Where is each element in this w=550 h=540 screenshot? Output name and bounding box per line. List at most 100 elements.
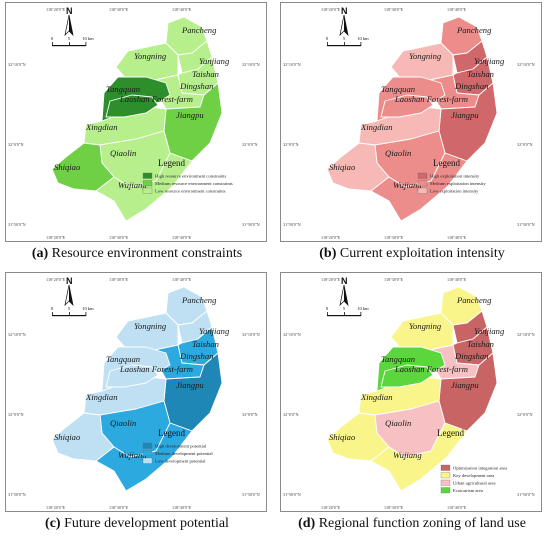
place-pancheng: Pancheng: [456, 295, 492, 305]
legend-swatch: [142, 457, 153, 464]
map-frame: 0 5 10 km N Pancheng Yongning Yanjiang T…: [5, 272, 267, 512]
svg-text:118°40'0"E: 118°40'0"E: [447, 277, 467, 282]
legend-swatch: [417, 180, 428, 187]
place-dingshan: Dingshan: [179, 81, 213, 91]
place-yongning: Yongning: [409, 51, 442, 61]
place-shiqiao: Shiqiao: [54, 432, 81, 442]
svg-text:0: 0: [51, 306, 54, 311]
place-dingshan: Dingshan: [454, 351, 488, 361]
legend-swatch: [440, 479, 451, 486]
svg-text:118°40'0"E: 118°40'0"E: [172, 7, 192, 12]
place-tangquan: Tangquan: [381, 354, 415, 364]
place-pancheng: Pancheng: [181, 25, 217, 35]
place-yongning: Yongning: [134, 321, 167, 331]
legend-label: Low development potential: [155, 458, 206, 463]
legend-swatch: [440, 487, 451, 494]
map-legend: Legend High development potential Medium …: [142, 428, 213, 464]
map-coordinates: 118°20'0"E 118°30'0"E 118°40'0"E 118°20'…: [8, 277, 260, 510]
svg-text:10 km: 10 km: [82, 306, 94, 311]
legend-label: Low exploitation intensity: [430, 188, 479, 193]
svg-text:10 km: 10 km: [357, 36, 369, 41]
svg-text:32°10'0"N: 32°10'0"N: [517, 332, 535, 337]
svg-text:32°0'0"N: 32°0'0"N: [242, 142, 258, 147]
legend-label: Urban agricultural area: [453, 480, 496, 485]
legend-label: Ecotourism area: [453, 488, 483, 493]
place-yanjiang: Yanjiang: [199, 326, 230, 336]
svg-text:32°10'0"N: 32°10'0"N: [242, 62, 260, 67]
svg-text:N: N: [341, 276, 348, 286]
legend-label: Medium development potential: [155, 451, 213, 456]
region-laoshan: [380, 364, 434, 388]
region-yongning: [115, 42, 179, 82]
map-coordinates: 118°20'0"E 118°30'0"E 118°40'0"E 118°20'…: [283, 277, 535, 510]
place-xingdian: Xingdian: [85, 122, 118, 132]
legend-swatch: [142, 442, 153, 449]
svg-text:31°50'0"N: 31°50'0"N: [283, 222, 301, 227]
place-yanjiang: Yanjiang: [474, 56, 505, 66]
legend-label: High exploitation intensity: [430, 173, 480, 178]
place-wujiang: Wujiang: [118, 450, 147, 460]
svg-text:5: 5: [68, 306, 71, 311]
place-wujiang: Wujiang: [393, 180, 422, 190]
region-yongning: [390, 42, 454, 82]
svg-text:N: N: [341, 6, 348, 16]
legend-label: High development potential: [155, 443, 207, 448]
svg-text:118°20'0"E: 118°20'0"E: [46, 235, 66, 240]
map-panel-a: 0 5 10 km N Pancheng Yongning Yanjiang T…: [2, 2, 272, 270]
svg-text:32°10'0"N: 32°10'0"N: [283, 332, 301, 337]
svg-text:31°50'0"N: 31°50'0"N: [242, 222, 260, 227]
legend-swatch: [142, 450, 153, 457]
region-shiqiao: [51, 412, 115, 462]
map-caption: (c) Future development potential: [45, 516, 229, 531]
svg-text:118°20'0"E: 118°20'0"E: [46, 277, 66, 282]
svg-text:32°0'0"N: 32°0'0"N: [242, 412, 258, 417]
north-arrow-icon: N: [64, 276, 74, 307]
place-laoshan: Laoshan Forest-farm: [394, 94, 468, 104]
place-tangquan: Tangquan: [106, 84, 140, 94]
place-yongning: Yongning: [409, 321, 442, 331]
svg-text:32°0'0"N: 32°0'0"N: [517, 142, 533, 147]
place-qiaolin: Qiaolin: [385, 418, 411, 428]
place-wujiang: Wujiang: [118, 180, 147, 190]
svg-text:N: N: [66, 6, 73, 16]
svg-text:118°30'0"E: 118°30'0"E: [109, 7, 129, 12]
map-frame: 0 5 10 km N Pancheng Yongning Yanjiang T…: [280, 2, 542, 242]
svg-text:118°20'0"E: 118°20'0"E: [46, 505, 66, 510]
svg-text:31°50'0"N: 31°50'0"N: [517, 222, 535, 227]
svg-text:32°0'0"N: 32°0'0"N: [283, 412, 299, 417]
region-yongning: [390, 312, 454, 352]
place-taishan: Taishan: [192, 339, 219, 349]
map-frame: 0 5 10 km N Pancheng Yongning Yanjiang T…: [5, 2, 267, 242]
svg-text:32°0'0"N: 32°0'0"N: [283, 142, 299, 147]
place-taishan: Taishan: [192, 69, 219, 79]
svg-text:0: 0: [326, 36, 329, 41]
place-taishan: Taishan: [467, 69, 494, 79]
map-coordinates: 118°20'0"E 118°30'0"E 118°40'0"E 118°20'…: [8, 7, 260, 240]
svg-text:118°20'0"E: 118°20'0"E: [321, 235, 341, 240]
svg-text:118°30'0"E: 118°30'0"E: [384, 505, 404, 510]
place-tangquan: Tangquan: [381, 84, 415, 94]
region-yongning: [115, 312, 179, 352]
place-shiqiao: Shiqiao: [54, 162, 81, 172]
place-xingdian: Xingdian: [360, 122, 393, 132]
svg-text:118°20'0"E: 118°20'0"E: [321, 7, 341, 12]
legend-swatch: [417, 187, 428, 194]
north-arrow-icon: N: [339, 6, 349, 37]
svg-text:5: 5: [343, 306, 346, 311]
svg-text:118°30'0"E: 118°30'0"E: [109, 277, 129, 282]
svg-text:118°20'0"E: 118°20'0"E: [321, 277, 341, 282]
svg-text:32°0'0"N: 32°0'0"N: [8, 142, 24, 147]
place-laoshan: Laoshan Forest-farm: [119, 94, 193, 104]
scale-bar: 0 5 10 km: [51, 306, 94, 317]
place-xingdian: Xingdian: [360, 392, 393, 402]
place-jiangpu: Jiangpu: [451, 110, 479, 120]
svg-text:118°40'0"E: 118°40'0"E: [172, 235, 192, 240]
region-shiqiao: [326, 142, 390, 192]
svg-text:31°50'0"N: 31°50'0"N: [8, 222, 26, 227]
place-yongning: Yongning: [134, 51, 167, 61]
map-legend: Legend High resource environment constra…: [142, 158, 233, 194]
map-coordinates: 118°20'0"E 118°30'0"E 118°40'0"E 118°20'…: [283, 7, 535, 240]
legend-swatch: [440, 472, 451, 479]
map-frame: 0 5 10 km N Pancheng Yongning Yanjiang T…: [280, 272, 542, 512]
svg-text:32°10'0"N: 32°10'0"N: [8, 62, 26, 67]
